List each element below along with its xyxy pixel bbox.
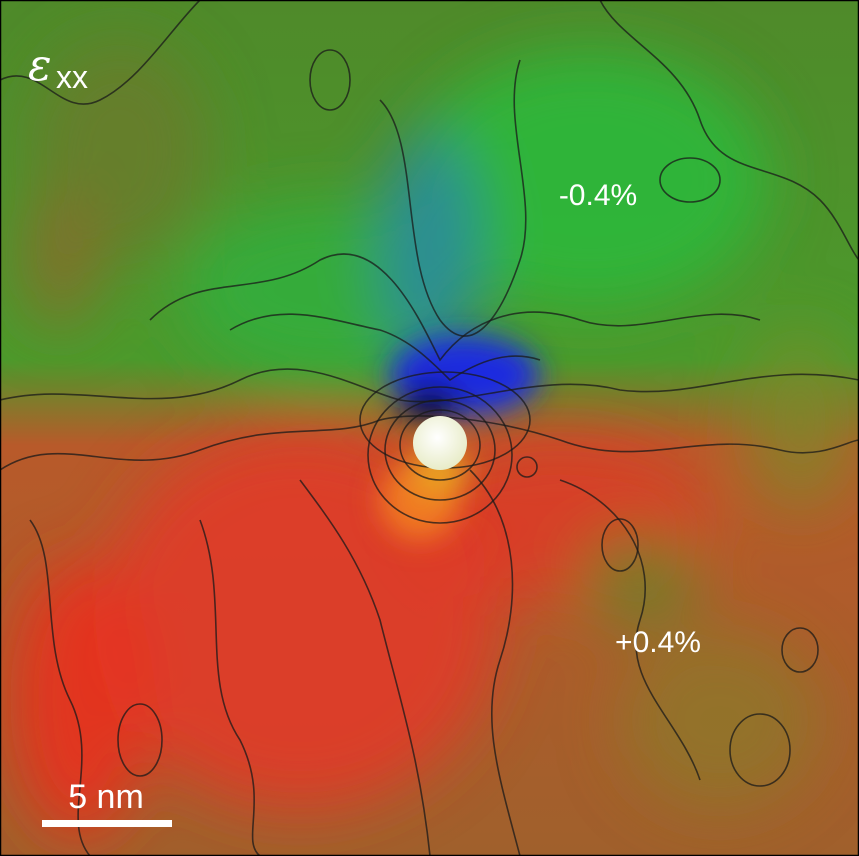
scale-bar [42, 820, 172, 827]
scale-bar-label: 5 nm [68, 778, 144, 816]
panel-symbol: ε [28, 40, 52, 91]
particle [413, 416, 467, 470]
annotation: -0.4% [559, 179, 637, 212]
annotation: +0.4% [615, 626, 701, 659]
strain-field [10, 40, 859, 840]
panel-subscript: xx [56, 59, 88, 95]
